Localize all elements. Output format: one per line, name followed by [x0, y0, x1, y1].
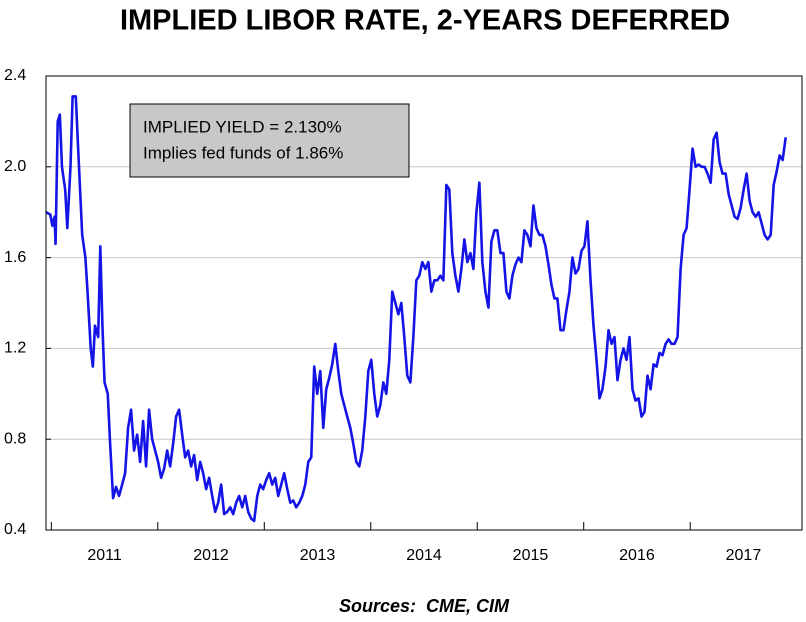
y-tick-label: 0.4	[4, 521, 26, 538]
annotation: Implies fed funds of 1.86%	[143, 143, 343, 162]
source-note: Sources: CME, CIM	[339, 596, 510, 616]
x-tick-label: 2014	[406, 547, 442, 564]
x-tick-label: 2011	[87, 547, 122, 564]
x-tick-label: 2016	[619, 547, 655, 564]
data-line	[45, 95, 787, 523]
x-tick-label: 2017	[726, 547, 762, 564]
x-tick-label: 2015	[513, 547, 549, 564]
y-tick-label: 1.6	[4, 249, 26, 266]
x-tick-label: 2012	[193, 547, 229, 564]
annotation-box	[129, 103, 410, 178]
annotation: IMPLIED YIELD = 2.130%	[143, 117, 342, 136]
plot-frame	[45, 75, 803, 531]
y-tick-label: 2.0	[4, 158, 26, 175]
y-tick-label: 0.8	[4, 430, 26, 447]
chart-title: IMPLIED LIBOR RATE, 2-YEARS DEFERRED	[120, 5, 730, 37]
y-tick-label: 2.4	[4, 67, 26, 84]
x-tick-label: 2013	[300, 547, 336, 564]
y-tick-label: 1.2	[4, 340, 26, 357]
